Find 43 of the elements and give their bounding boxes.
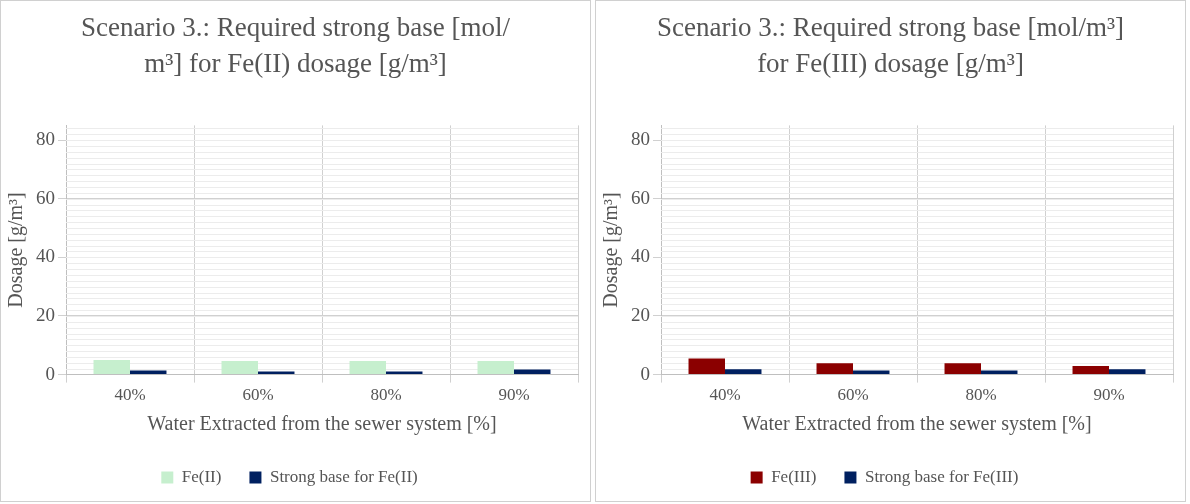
bar <box>944 363 981 375</box>
x-tick-label: 80% <box>965 385 997 405</box>
chart-title: Scenario 3.: Required strong base [mol/m³] for Fe(III) dosage [g/m³] <box>656 11 1125 80</box>
y-tick-label: 40 <box>36 245 55 267</box>
x-tick-label: 60% <box>837 385 869 405</box>
y-tick-label: 60 <box>36 186 55 208</box>
y-tick-label: 80 <box>36 128 55 150</box>
bar <box>816 363 853 375</box>
y-axis-title: Dosage [g/m³] <box>4 192 28 308</box>
x-tick-label: 80% <box>370 385 402 405</box>
y-tick-label: 20 <box>631 303 650 325</box>
x-axis-title: Water Extracted from the sewer system [%] <box>742 412 1092 436</box>
y-tick-label: 40 <box>631 245 650 267</box>
bar <box>853 370 890 375</box>
legend-label: Strong base for Fe(III) <box>864 466 1019 486</box>
x-tick-label: 60% <box>242 385 274 405</box>
y-tick-label: 80 <box>631 128 650 150</box>
y-tick-label: 0 <box>640 362 650 384</box>
bar <box>477 361 514 375</box>
bar <box>386 371 423 375</box>
x-tick-label: 90% <box>498 385 530 405</box>
bar <box>688 358 725 375</box>
bar <box>258 371 295 375</box>
bar <box>93 359 130 375</box>
y-tick-label: 20 <box>36 303 55 325</box>
bar <box>130 370 167 375</box>
y-tick-label: 0 <box>45 362 55 384</box>
chart-title: Scenario 3.: Required strong base [mol/ m³] for Fe(II) dosage [g/m³] <box>80 11 511 80</box>
x-tick-label: 40% <box>709 385 741 405</box>
bar <box>349 361 386 375</box>
bar <box>725 369 762 375</box>
x-tick-label: 40% <box>114 385 146 405</box>
legend-label: Fe(III) <box>771 466 817 486</box>
legend-label: Fe(II) <box>181 466 222 486</box>
y-axis-title: Dosage [g/m³] <box>599 192 623 308</box>
bar <box>1109 369 1146 375</box>
bar <box>1072 366 1109 375</box>
x-tick-label: 90% <box>1093 385 1125 405</box>
bar <box>981 370 1018 375</box>
legend-label: Strong base for Fe(II) <box>269 466 418 486</box>
y-tick-label: 60 <box>631 186 650 208</box>
bar <box>221 361 258 375</box>
x-axis-title: Water Extracted from the sewer system [%] <box>147 412 497 436</box>
